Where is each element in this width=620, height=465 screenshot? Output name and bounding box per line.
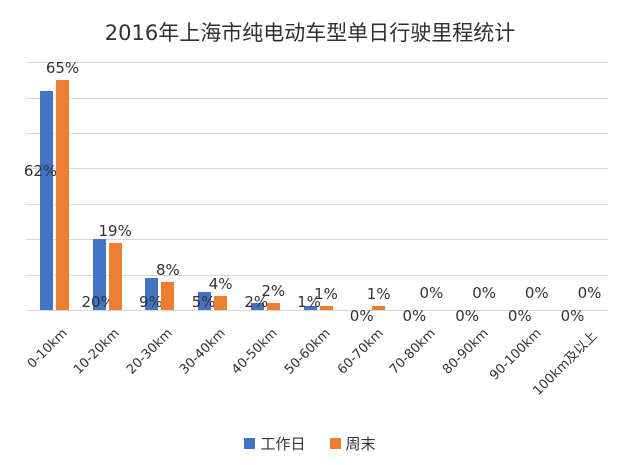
gridline-30 (26, 204, 608, 205)
gridline-10 (26, 275, 608, 276)
value-label-workday-2: 9% (138, 293, 163, 311)
legend-label-weekend: 周末 (345, 435, 376, 453)
value-label-weekend-5: 1% (314, 285, 338, 304)
bar-weekend-3 (214, 295, 228, 310)
category-label-5: 50-60km (282, 326, 334, 378)
value-label-weekend-6: 1% (366, 285, 391, 304)
value-label-weekend-4: 2% (261, 281, 286, 300)
bar-weekend-6 (372, 306, 386, 310)
bar-workday-3 (198, 292, 212, 310)
bar-workday-1 (92, 239, 106, 310)
value-label-workday-10: 0% (560, 307, 585, 325)
gridline-50 (26, 133, 608, 134)
legend: 工作日 周末 (0, 433, 620, 454)
legend-item-weekend: 周末 (329, 433, 376, 454)
bar-weekend-0 (56, 79, 69, 310)
category-label-1: 10-20km (71, 326, 123, 378)
bar-weekend-1 (108, 242, 122, 310)
value-label-weekend-10: 0% (577, 284, 602, 302)
bar-workday-5 (303, 306, 317, 310)
category-label-0: 0-10km (24, 326, 71, 372)
value-label-weekend-3: 4% (208, 274, 233, 293)
chart-title: 2016年上海市纯电动车型单日行驶里程统计 (104, 21, 516, 45)
bar-weekend-5 (319, 306, 333, 310)
value-label-workday-8: 0% (455, 307, 479, 325)
gridline-60 (26, 98, 608, 99)
value-label-workday-9: 0% (507, 307, 532, 325)
category-label-7: 70-80km (387, 326, 439, 378)
value-label-workday-7: 0% (402, 307, 427, 325)
bar-workday-0 (40, 90, 53, 310)
bar-workday-2 (145, 278, 159, 310)
bar-workday-4 (250, 302, 264, 310)
legend-swatch-workday (244, 438, 256, 449)
value-label-weekend-7: 0% (419, 284, 444, 302)
legend-swatch-weekend (329, 438, 341, 449)
value-label-workday-4: 2% (244, 293, 269, 311)
value-label-weekend-8: 0% (472, 284, 496, 302)
category-label-8: 80-90km (440, 326, 492, 378)
value-label-weekend-2: 8% (155, 260, 180, 279)
value-label-workday-0: 62% (23, 162, 58, 180)
gridline-0 (26, 310, 608, 311)
category-label-9: 90-100km (486, 326, 545, 384)
gridline-20 (26, 239, 608, 240)
value-label-weekend-0: 65% (45, 58, 80, 77)
gridline-40 (26, 168, 608, 169)
bar-weekend-4 (266, 302, 280, 310)
category-label-4: 40-50km (229, 326, 281, 378)
legend-label-workday: 工作日 (260, 435, 306, 453)
value-label-workday-1: 20% (81, 293, 115, 311)
value-label-workday-6: 0% (349, 307, 374, 325)
category-label-3: 30-40km (176, 326, 229, 378)
value-label-workday-5: 1% (297, 293, 321, 311)
value-label-weekend-1: 19% (98, 221, 132, 240)
value-label-weekend-9: 0% (524, 284, 549, 302)
bar-weekend-2 (161, 281, 175, 310)
gridline-70 (26, 62, 608, 63)
category-label-2: 20-30km (123, 326, 176, 378)
category-label-6: 60-70km (334, 326, 387, 378)
legend-item-workday: 工作日 (244, 433, 306, 454)
value-label-workday-3: 5% (191, 293, 216, 311)
